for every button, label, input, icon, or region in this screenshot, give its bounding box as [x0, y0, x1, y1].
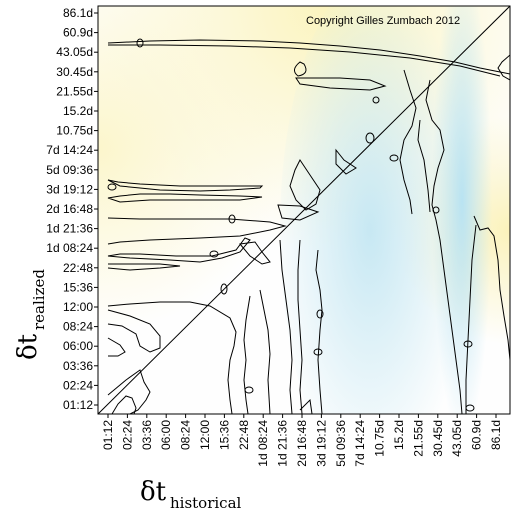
- x-axis-label: δt historical: [140, 477, 242, 512]
- y-tick-label: 2d 16:48: [46, 202, 93, 216]
- x-tick-label: 43.05d: [450, 420, 464, 457]
- x-tick-label: 7d 14:24: [353, 420, 367, 467]
- y-axis-label-subscript: realized: [30, 269, 48, 330]
- y-tick-label: 22:48: [63, 261, 93, 275]
- x-tick-label: 03:36: [140, 420, 154, 450]
- y-tick-label: 30.45d: [56, 65, 93, 79]
- y-tick-label: 43.05d: [56, 45, 93, 59]
- x-tick-label: 1d 08:24: [256, 420, 270, 467]
- y-tick-label: 08:24: [63, 320, 93, 334]
- x-tick-label: 12:00: [198, 420, 212, 450]
- x-axis-label-subscript: historical: [170, 494, 242, 512]
- y-tick-label: 12:00: [63, 300, 93, 314]
- x-tick-label: 01:12: [101, 420, 115, 450]
- contour-top: [107, 39, 510, 75]
- x-tick-label: 15.2d: [392, 420, 406, 450]
- x-tick-label: 3d 19:12: [314, 420, 328, 467]
- y-tick-label: 3d 19:12: [46, 182, 93, 196]
- x-tick-label: 30.45d: [431, 420, 445, 457]
- x-tick-label: 2d 16:48: [295, 420, 309, 467]
- y-tick-label: 86.1d: [63, 6, 93, 20]
- x-tick-label: 22:48: [237, 420, 251, 450]
- y-tick-label: 15:36: [63, 280, 93, 294]
- contour-right-edge: [497, 54, 510, 81]
- contour-right-wall: [399, 69, 417, 215]
- diagonal-line: [97, 5, 511, 415]
- x-tick-label: 21.55d: [411, 420, 425, 457]
- copyright-annotation: Copyright Gilles Zumbach 2012: [306, 15, 460, 27]
- y-tick-label: 01:12: [63, 398, 93, 412]
- y-tick-label: 21.55d: [56, 84, 93, 98]
- x-tick-label: 15:36: [217, 420, 231, 450]
- y-tick-label: 5d 09:36: [46, 163, 93, 177]
- y-tick-label: 06:00: [63, 339, 93, 353]
- y-axis-label: δt realized: [13, 269, 48, 360]
- x-tick-label: 5d 09:36: [334, 420, 348, 467]
- y-axis-label-symbol: δt: [13, 333, 43, 360]
- y-tick-label: 60.9d: [63, 26, 93, 40]
- plot-frame: [97, 5, 511, 415]
- x-axis-label-symbol: δt: [140, 477, 167, 507]
- contour-lines: [107, 38, 510, 414]
- y-tick-label: 15.2d: [63, 104, 93, 118]
- x-tick-label: 08:24: [179, 420, 193, 450]
- y-tick-label: 1d 08:24: [46, 241, 93, 255]
- y-tick-label: 10.75d: [56, 124, 93, 138]
- x-tick-label: 02:24: [120, 420, 134, 450]
- y-tick-label: 1d 21:36: [46, 222, 93, 236]
- x-tick-label: 86.1d: [489, 420, 503, 450]
- x-tick-label: 1d 21:36: [276, 420, 290, 467]
- y-tick-label: 02:24: [63, 378, 93, 392]
- y-tick-label: 7d 14:24: [46, 143, 93, 157]
- x-tick-label: 06:00: [159, 420, 173, 450]
- contour-top-band: [108, 44, 501, 77]
- x-axis: 01:12 02:24 03:36 06:00 08:24 12:00 15:36 22:48…: [101, 414, 503, 467]
- y-tick-label: 03:36: [63, 359, 93, 373]
- y-axis: 01:12 02:24 03:36 06:00 08:24 12:00 15:36 22:48…: [46, 6, 98, 412]
- x-tick-label: 60.9d: [470, 420, 484, 450]
- x-tick-label: 10.75d: [373, 420, 387, 457]
